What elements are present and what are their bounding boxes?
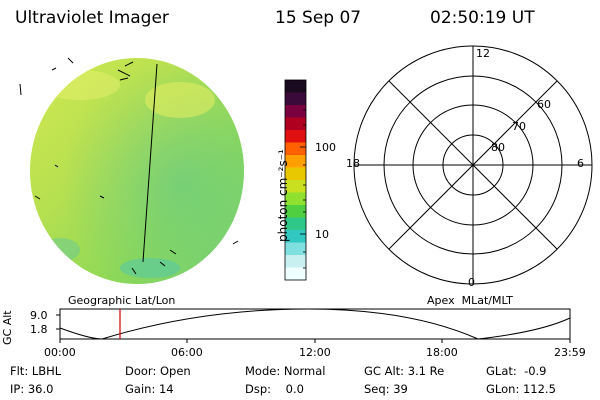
colorbar-band bbox=[285, 142, 306, 156]
meta-flt: Flt: LBHL bbox=[10, 364, 62, 378]
colorbar-band bbox=[285, 80, 306, 93]
meta-gcalt: GC Alt: 3.1 Re bbox=[364, 364, 445, 378]
time-tick-1: 06:00 bbox=[171, 346, 203, 359]
polar-label-12: 12 bbox=[476, 47, 490, 60]
meta-mode: Mode: Normal bbox=[245, 364, 326, 378]
meta-gain: Gain: 14 bbox=[125, 382, 174, 396]
meta-glon: GLon: 112.5 bbox=[486, 382, 556, 396]
meta-door: Door: Open bbox=[125, 364, 191, 378]
time-tick-3: 18:00 bbox=[426, 346, 458, 359]
altitude-axis-label: GC Alt bbox=[1, 310, 14, 345]
time-tick-0: 00:00 bbox=[44, 346, 76, 359]
coastline-fragments bbox=[19, 57, 239, 275]
time-tick-2: 12:00 bbox=[299, 346, 331, 359]
polar-label-70: 70 bbox=[512, 120, 526, 133]
polar-grid bbox=[353, 45, 593, 285]
colorbar bbox=[285, 80, 306, 281]
date-label: 15 Sep 07 bbox=[275, 8, 362, 28]
apex-label: Apex MLat/MLT bbox=[427, 294, 513, 307]
altitude-tick-high: 9.0 bbox=[30, 309, 48, 322]
polar-label-80: 80 bbox=[491, 141, 505, 154]
colorbar-band bbox=[285, 255, 306, 268]
instrument-title: Ultraviolet Imager bbox=[15, 8, 169, 28]
colorbar-band bbox=[285, 205, 306, 218]
meta-seq: Seq: 39 bbox=[364, 382, 408, 396]
polar-label-6: 6 bbox=[577, 157, 584, 170]
uv-earth-image bbox=[19, 57, 244, 284]
colorbar-band bbox=[285, 117, 306, 131]
polar-label-0: 0 bbox=[468, 276, 475, 289]
colorbar-band bbox=[285, 155, 306, 168]
colorbar-band bbox=[285, 130, 306, 143]
colorbar-unit-label: photon cm⁻²s⁻¹ bbox=[276, 149, 290, 242]
colorbar-tick-100: 100 bbox=[315, 141, 336, 154]
time-tick-4: 23:59 bbox=[554, 346, 586, 359]
colorbar-band bbox=[285, 92, 306, 106]
time-label: 02:50:19 UT bbox=[430, 8, 535, 28]
polar-label-18: 18 bbox=[346, 157, 360, 170]
meta-glat: GLat: -0.9 bbox=[486, 364, 547, 378]
polar-label-60: 60 bbox=[537, 98, 551, 111]
meta-dsp: Dsp: 0.0 bbox=[245, 382, 304, 396]
colorbar-band bbox=[285, 105, 306, 118]
colorbar-band bbox=[285, 180, 306, 193]
geographic-label: Geographic Lat/Lon bbox=[68, 294, 176, 307]
colorbar-tick-10: 10 bbox=[315, 228, 329, 241]
colorbar-band bbox=[285, 242, 306, 256]
colorbar-band bbox=[285, 267, 306, 281]
altitude-tick-low: 1.8 bbox=[30, 323, 48, 336]
meta-ip: IP: 36.0 bbox=[10, 382, 54, 396]
colorbar-band bbox=[285, 217, 306, 231]
colorbar-band bbox=[285, 230, 306, 243]
colorbar-band bbox=[285, 192, 306, 206]
altitude-plot bbox=[56, 308, 571, 343]
colorbar-band bbox=[285, 167, 306, 181]
